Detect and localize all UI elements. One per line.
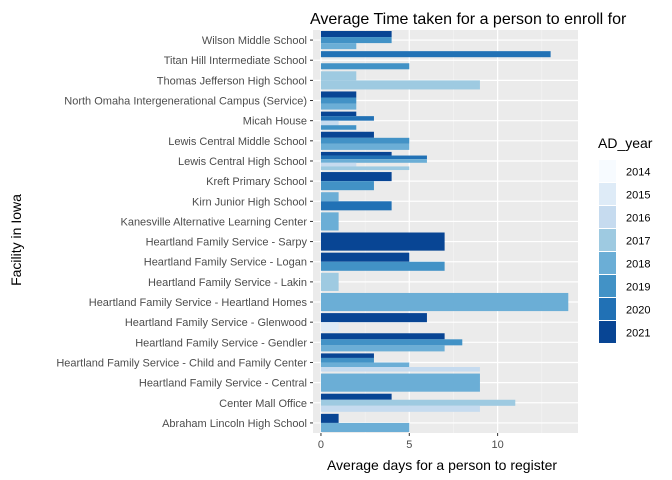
legend-label-2016: 2016 — [626, 213, 650, 225]
bar-2021 — [320, 353, 374, 358]
y-axis-title: Facility in Iowa — [8, 194, 24, 286]
bar-2021 — [320, 111, 357, 117]
legend-label-2015: 2015 — [626, 190, 650, 202]
bar-2017 — [320, 399, 516, 406]
y-tick-label: Heartland Family Service - Heartland Hom… — [89, 297, 308, 309]
bar-2019 — [320, 181, 374, 191]
legend-label-2020: 2020 — [626, 305, 650, 317]
bar-2021 — [320, 131, 374, 138]
bar-2021 — [320, 252, 410, 262]
legend-key-2018 — [599, 252, 616, 274]
bar-2021 — [320, 413, 339, 423]
bar-2018 — [320, 292, 569, 312]
bar-2021 — [320, 172, 392, 182]
legend-label-2021: 2021 — [626, 328, 650, 340]
legend-label-2018: 2018 — [626, 259, 650, 271]
bar-2019 — [320, 97, 357, 104]
bar-2019 — [320, 37, 392, 44]
x-tick-label: 10 — [491, 439, 503, 451]
legend-title: AD_year — [598, 135, 653, 151]
bar-2019 — [320, 357, 374, 363]
bar-2021 — [320, 232, 445, 251]
bar-2021 — [320, 333, 445, 340]
bar-2018 — [320, 345, 445, 352]
bar-2021 — [320, 31, 392, 38]
bar-2018 — [320, 143, 410, 150]
legend-label-2017: 2017 — [626, 236, 650, 248]
legend: AD_year 2014 2015 2016 2017 2018 2019 2020 2021 — [598, 135, 653, 343]
bar-2020 — [320, 116, 374, 121]
legend-key-2017 — [599, 229, 616, 251]
y-tick-labels: Wilson Middle School Titan Hill Intermedi… — [56, 35, 313, 430]
bar-2018 — [320, 159, 427, 163]
bar-2016 — [320, 405, 480, 412]
bars-group — [320, 31, 569, 432]
bar-2021 — [320, 151, 392, 156]
y-tick-label: Lewis Central Middle School — [168, 136, 307, 148]
y-tick-label: Center Mall Office — [219, 398, 307, 410]
y-tick-label: Heartland Family Service - Lakin — [148, 277, 307, 289]
bar-2016 — [320, 367, 480, 372]
y-tick-label: Heartland Family Service - Child and Fam… — [56, 357, 307, 369]
bar-2019 — [320, 261, 445, 271]
bar-2018 — [320, 422, 410, 432]
bar-2020 — [320, 201, 392, 211]
bar-2016 — [320, 120, 339, 126]
bar-2020 — [320, 51, 551, 58]
y-tick-label: Kanesville Alternative Learning Center — [120, 216, 307, 228]
y-tick-label: Lewis Central High School — [178, 156, 307, 168]
legend-label-2019: 2019 — [626, 282, 650, 294]
y-tick-label: Heartland Family Service - Logan — [144, 257, 307, 269]
y-tick-label: Heartland Family Service - Glenwood — [125, 317, 307, 329]
y-tick-label: Heartland Family Service - Central — [139, 378, 307, 390]
y-tick-label: Wilson Middle School — [202, 35, 307, 47]
bar-2019 — [320, 63, 410, 70]
y-tick-label: Abraham Lincoln High School — [162, 418, 307, 430]
bar-2019 — [320, 125, 357, 130]
legend-key-2019 — [599, 275, 616, 297]
legend-key-2015 — [599, 183, 616, 205]
bar-2020 — [320, 155, 427, 160]
bar-2019 — [320, 339, 463, 346]
bar-2019 — [320, 137, 410, 144]
y-tick-label: Thomas Jefferson High School — [157, 75, 307, 87]
x-tick-label: 5 — [406, 439, 412, 451]
legend-label-2014: 2014 — [626, 167, 650, 179]
legend-key-2016 — [599, 206, 616, 228]
bar-2017 — [320, 166, 410, 171]
bar-2018 — [320, 43, 357, 50]
y-tick-label: Micah House — [243, 116, 307, 128]
bar-2016 — [320, 162, 357, 167]
legend-key-2021 — [599, 321, 616, 343]
y-tick-label: Kirn Junior High School — [192, 196, 307, 208]
bar-2021 — [320, 393, 392, 400]
y-tick-label: Heartland Family Service - Sarpy — [146, 237, 308, 249]
legend-key-2020 — [599, 298, 616, 320]
bar-2021 — [320, 91, 357, 98]
bar-2018 — [320, 373, 480, 392]
y-tick-label: Titan Hill Intermediate School — [164, 55, 307, 67]
plot-panel — [313, 30, 578, 433]
x-tick-label: 0 — [318, 439, 324, 451]
bar-2018 — [320, 103, 357, 110]
bar-2017 — [320, 80, 480, 90]
bar-2021 — [320, 313, 427, 323]
chart-title: Average Time taken for a person to enrol… — [310, 11, 627, 28]
bar-2017 — [320, 272, 339, 291]
x-axis-title: Average days for a person to register — [327, 457, 557, 473]
bar-2015 — [320, 322, 339, 332]
bar-2018 — [320, 212, 339, 231]
y-tick-label: Heartland Family Service - Gendler — [135, 337, 307, 349]
legend-key-2014 — [599, 160, 616, 182]
bar-2018 — [320, 192, 339, 202]
bar-2018 — [320, 362, 410, 368]
y-tick-label: North Omaha Intergenerational Campus (Se… — [64, 96, 307, 108]
y-tick-label: Kreft Primary School — [206, 176, 307, 188]
x-tick-labels: 0 5 10 — [318, 433, 504, 451]
bar-2017 — [320, 71, 357, 81]
